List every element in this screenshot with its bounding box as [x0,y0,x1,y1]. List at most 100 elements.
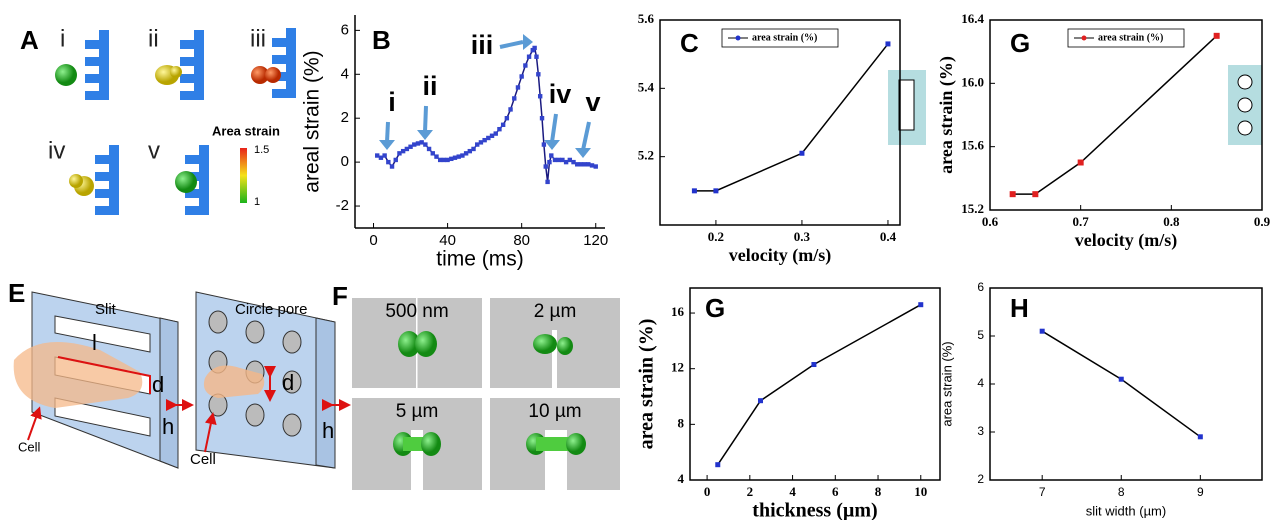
data-point [549,153,554,158]
x-tick-label: 0 [704,484,711,499]
x-tick-label: 8 [1118,485,1125,499]
data-point [1032,191,1039,198]
y-tick-label: 5.2 [638,148,654,163]
data-point [799,150,805,156]
data-point [1039,328,1045,334]
cell-shape [13,342,143,408]
legend-label: area strain (%) [752,32,817,43]
chart: 0 40 80 120 -2 0 2 4 6 time (ms) areal strain (%) B… [301,15,608,271]
data-point [419,140,424,145]
data-point [497,126,502,132]
data-point [500,122,506,127]
data-point [537,94,543,99]
x-tick-label: 40 [439,232,456,249]
data-point [560,157,565,163]
cell [69,174,83,188]
cell [251,66,269,84]
data-point [408,144,413,149]
data-point [534,54,539,59]
data-line [717,304,922,466]
annotation-arrowhead [417,130,433,140]
colorbar [240,148,247,203]
data-point [441,157,447,163]
annotation-arrow [423,105,428,133]
plate-edge [315,317,336,469]
x-tick-label: 0.6 [982,214,999,229]
panel-label: A [20,25,39,55]
x-tick-label: 9 [1197,485,1204,499]
data-point [493,131,498,136]
x-tick-label: 0.8 [1163,214,1180,229]
y-tick-label: 5.4 [638,79,655,94]
data-point [426,146,432,152]
y-axis-label: area strain (%) [936,56,957,174]
y-tick-label: 5 [977,328,984,342]
data-point [1009,191,1016,198]
x-tick-label: 6 [832,484,839,499]
x-tick-label: 80 [513,232,530,249]
x-tick-label: 120 [583,232,608,249]
annotation: iv [549,79,572,109]
data-point [486,135,491,141]
data-point [543,164,548,169]
y-tick-label: 15.6 [961,138,984,153]
data-point [437,157,443,163]
panel-label: H [1010,293,1029,323]
y-tick-label: 2 [977,472,984,486]
data-point [547,159,552,165]
data-point [489,133,495,138]
data-point [463,151,469,156]
data-point [541,142,547,147]
data-point [475,142,480,147]
data-point [811,362,817,368]
y-tick-label: 16.4 [961,11,984,26]
data-point [404,146,410,152]
stage-label: i [60,25,65,52]
x-tick-label: 0.2 [708,229,724,244]
data-point [532,45,537,51]
panel-label: G [705,293,725,323]
y-tick-label: 12 [671,360,684,375]
colorbar-tick: 1 [254,196,260,208]
data-point [382,153,387,158]
x-axis-label: velocity (m/s) [729,245,831,266]
data-point [389,164,395,169]
stage-label: iv [48,137,65,164]
panel-f: F 500 nm 2 µm 5 µm 10 µm [332,281,620,490]
y-tick-label: -2 [336,197,349,214]
size-label: 10 µm [528,401,581,422]
data-point [536,72,541,77]
plate-edge [159,317,179,469]
plot-frame [659,19,901,226]
x-axis-label: velocity (m/s) [1075,230,1177,251]
data-point [691,188,697,194]
annotation-arrow [385,121,390,143]
annotation: i [388,87,396,117]
data-point [449,156,454,162]
panel-label: G [1010,28,1030,58]
x-axis-label: time (ms) [436,248,524,271]
dim-label: d [282,370,294,395]
slit [54,315,151,353]
annotation: v [585,87,600,117]
legend-label: area strain (%) [1098,32,1163,43]
stage-label: v [148,137,160,164]
y-tick-label: 8 [678,415,685,430]
x-tick-label: 0 [369,232,377,249]
y-tick-label: 4 [341,65,349,82]
y-tick-label: 6 [977,280,984,294]
data-point [563,159,569,165]
data-point [378,155,384,160]
data-point [415,141,421,146]
title: Circle pore [235,301,308,318]
data-point [715,462,721,468]
cell [265,67,281,83]
y-tick-label: 6 [341,21,349,38]
annotation: ii [422,71,437,101]
data-line [1012,35,1218,195]
data-point [478,140,484,145]
data-point [460,153,465,158]
size-label: 5 µm [396,401,439,422]
y-tick-label: 2 [341,109,349,126]
annotation-arrow [581,121,591,151]
